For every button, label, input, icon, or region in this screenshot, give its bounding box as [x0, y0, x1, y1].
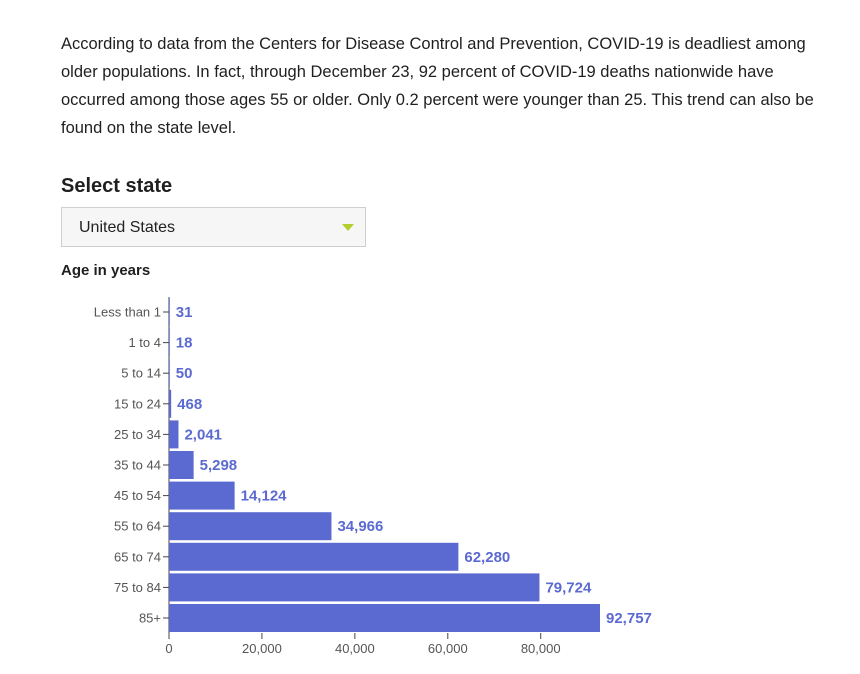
select-state-heading: Select state [61, 175, 173, 197]
bar-value-label: 31 [176, 304, 193, 321]
bar [169, 451, 194, 479]
state-select-dropdown[interactable]: United States [61, 207, 366, 247]
bar-value-label: 62,280 [464, 549, 510, 566]
bar-value-label: 18 [176, 335, 193, 352]
bar-value-label: 34,966 [337, 518, 383, 535]
y-tick-label: 15 to 24 [114, 396, 161, 411]
state-select-value: United States [79, 219, 176, 236]
bar-value-label: 79,724 [545, 579, 592, 596]
bar [169, 298, 170, 326]
chevron-down-icon [342, 224, 354, 231]
y-tick-label: 1 to 4 [128, 335, 161, 350]
bar [169, 573, 540, 602]
bar-value-label: 5,298 [200, 457, 238, 474]
bar-value-label: 468 [177, 396, 202, 413]
y-tick-label: 25 to 34 [114, 427, 161, 442]
bar [169, 359, 170, 388]
bar-value-label: 50 [176, 365, 193, 382]
x-tick-label: 0 [165, 641, 172, 656]
y-tick-label: 35 to 44 [114, 458, 161, 473]
bar [169, 542, 459, 571]
y-axis-title: Age in years [61, 262, 151, 279]
age-deaths-bar-chart: Less than 1 31 1 to 4 18 5 to 14 50 15 to 24 46… [94, 297, 652, 656]
x-tick-label: 60,000 [428, 641, 468, 656]
bar [169, 512, 332, 541]
y-tick-label: 75 to 84 [114, 580, 161, 595]
bar-value-label: 2,041 [184, 426, 222, 443]
y-tick-label: 65 to 74 [114, 549, 161, 564]
intro-paragraph: According to data from the Centers for D… [61, 35, 814, 137]
x-tick-label: 80,000 [521, 641, 561, 656]
y-tick-label: 45 to 54 [114, 488, 161, 503]
bar-value-label: 14,124 [241, 488, 288, 505]
bar [169, 481, 235, 510]
y-tick-label: 85+ [139, 611, 161, 626]
bar [169, 420, 179, 449]
bar [169, 389, 172, 418]
y-tick-label: 55 to 64 [114, 519, 161, 534]
y-tick-label: 5 to 14 [121, 366, 161, 381]
bar [169, 328, 170, 357]
y-tick-label: Less than 1 [94, 305, 161, 320]
x-tick-label: 40,000 [335, 641, 375, 656]
bar [169, 604, 600, 632]
bar-value-label: 92,757 [606, 610, 652, 627]
x-tick-label: 20,000 [242, 641, 282, 656]
